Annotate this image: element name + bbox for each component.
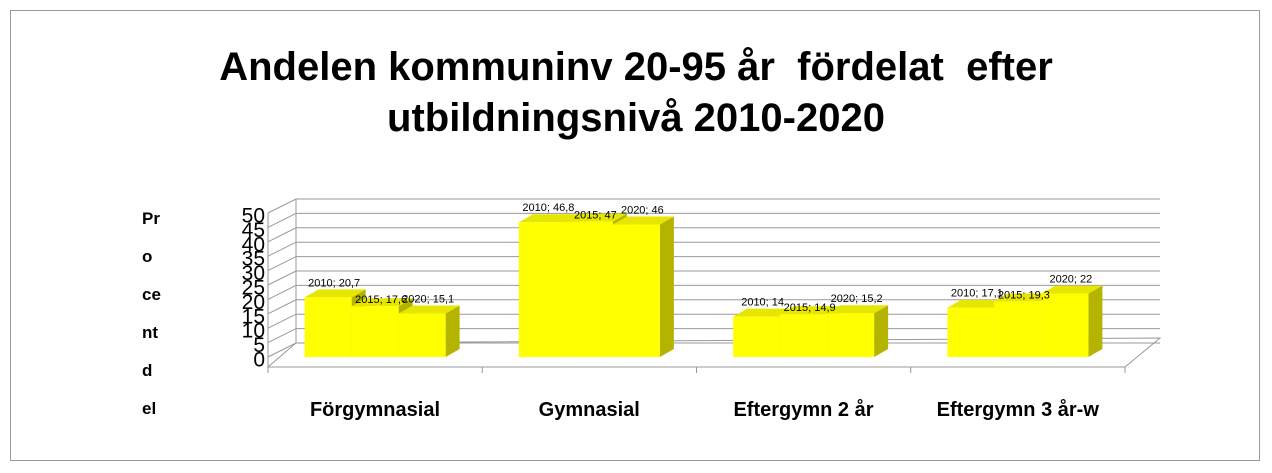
y-tick-label: 20 <box>242 291 265 314</box>
bar-face <box>947 299 1009 308</box>
bar-face <box>304 297 352 357</box>
bar-face <box>612 224 660 357</box>
grid-line <box>267 198 1160 214</box>
y-tick-label: 40 <box>242 233 265 256</box>
data-label: 2010; 20,7 <box>308 277 360 289</box>
bar-face <box>659 216 674 357</box>
data-label: 2010; 17,1 <box>951 288 1003 300</box>
data-label: 2010; 14 <box>741 297 784 309</box>
y-axis-label: Procentdel <box>142 209 161 418</box>
bar-face <box>398 305 460 314</box>
bar-face <box>947 307 995 357</box>
data-label: 2020; 15,1 <box>402 293 454 305</box>
y-tick-label: 25 <box>242 277 265 300</box>
bar <box>827 305 889 357</box>
grid-line <box>267 299 1160 315</box>
grid-line <box>267 227 1160 243</box>
x-tick-label: Eftergymn 3 år-w <box>936 399 1099 421</box>
bar-face <box>994 301 1042 357</box>
grid-line <box>267 241 1160 257</box>
data-label: 2010; 46,8 <box>522 202 574 214</box>
x-tick-label: Förgymnasial <box>309 399 441 421</box>
y-tick-label: 10 <box>242 320 265 343</box>
y-tick-label: 50 <box>242 205 265 228</box>
y-tick-label: 0 <box>253 349 265 372</box>
x-tick-label: Eftergymn 2 år <box>733 399 874 421</box>
bar-face <box>398 313 446 357</box>
bar <box>398 305 460 357</box>
bar-face <box>351 298 413 307</box>
bar-face <box>827 313 875 357</box>
bar-face <box>733 308 795 317</box>
data-label: 2015; 17,6 <box>355 294 407 306</box>
bar <box>1041 285 1103 357</box>
bar-face <box>1041 293 1089 357</box>
bar-face <box>780 314 828 357</box>
grid-line <box>267 284 1160 300</box>
x-tick-label: Gymnasial <box>538 399 640 421</box>
y-tick-label: 35 <box>242 248 265 271</box>
data-label: 2015; 14,9 <box>784 302 836 314</box>
bar-face <box>874 305 889 357</box>
bar-face <box>827 305 889 314</box>
bar-face <box>1041 285 1103 294</box>
bar-face <box>994 293 1056 302</box>
grid-line <box>267 212 1160 228</box>
bar-face <box>304 289 366 298</box>
data-label: 2020; 22 <box>1049 274 1092 286</box>
bar-face <box>518 222 566 357</box>
floor <box>266 337 1162 368</box>
data-label: 2020; 46 <box>621 204 664 216</box>
bar-face <box>518 214 580 223</box>
y-tick-label: 30 <box>242 262 265 285</box>
bar-face <box>565 213 627 222</box>
data-label: 2015; 19,3 <box>998 289 1050 301</box>
data-label: 2020; 15,2 <box>831 293 883 305</box>
grid-line <box>267 270 1160 286</box>
bar-face <box>1088 285 1103 357</box>
bar-face <box>780 306 842 315</box>
bar-face <box>612 216 674 225</box>
y-tick-label: 5 <box>253 334 265 357</box>
bar-face <box>351 306 399 357</box>
bar-face <box>733 316 781 357</box>
chart-frame <box>10 10 1260 461</box>
bar <box>612 216 674 357</box>
data-label: 2015; 47 <box>574 210 617 222</box>
y-tick-label: 15 <box>242 305 265 328</box>
chart-title: Andelen kommuninv 20-95 år fördelat efte… <box>219 45 1064 140</box>
bar-face <box>565 221 613 357</box>
grid-line <box>267 256 1160 272</box>
y-tick-label: 45 <box>242 219 265 242</box>
bar-face <box>445 305 460 357</box>
